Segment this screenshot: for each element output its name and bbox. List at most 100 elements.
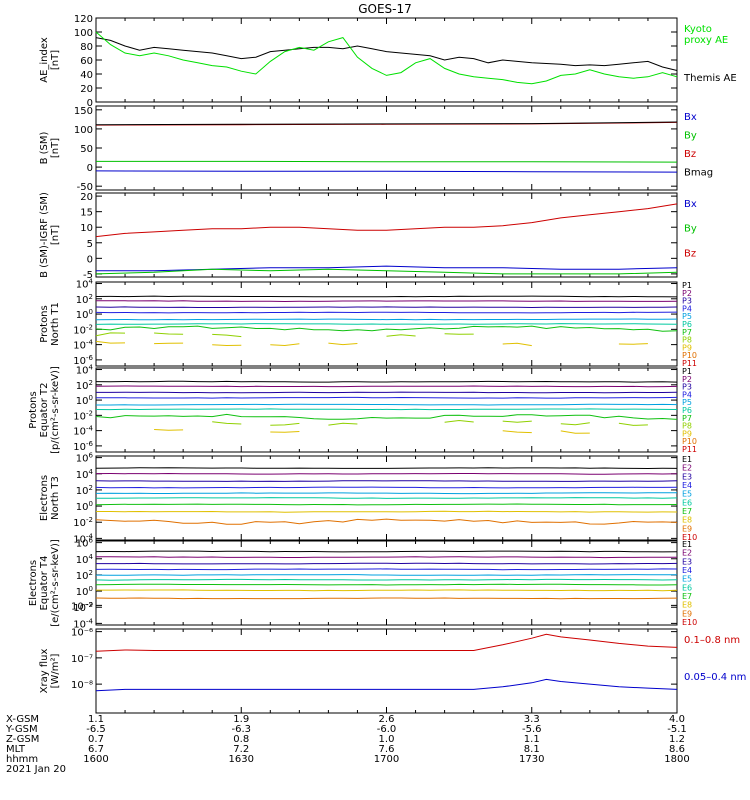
x-axis-value: -5.6 [522,724,542,735]
legend-entry: E6 [682,583,692,592]
channel-segment [618,422,648,426]
legend-entry: P4 [682,390,692,399]
x-axis-row-label: MLT [6,744,26,755]
panel-3: 20 15 10 5 0 -5 B (SM)-IGRF (SM)[nT] Bx By Bz [39,192,697,281]
y-axis-label: ElectronsEquator T4[e/(cm²-s-sr-keV)] [28,539,61,627]
y-tick-label: 10-4 [73,339,93,352]
y-tick-exponent: 4 [89,278,94,286]
y-axis-label: ElectronsNorth T3 [39,475,61,521]
x-axis-value: -6.3 [231,724,251,735]
channel-line [95,472,678,475]
x-axis-row-label: X-GSM [6,714,39,725]
channel-line [95,325,678,332]
channel-segment [502,420,532,423]
y-tick-label: -50 [77,182,93,193]
y-tick-label: 102 [76,379,93,392]
x-axis-row-label: Y-GSM [5,724,38,735]
x-axis-date: 2021 Jan 20 [6,764,66,775]
x-axis-row-label: Z-GSM [6,734,39,745]
y-tick-label: 10-4 [73,425,93,438]
y-axis-label-line: Electrons [39,475,50,521]
x-axis-value: 1.1 [524,734,540,745]
y-tick-label: 106 [76,452,94,465]
y-axis-label: B (SM)[nT] [39,131,61,164]
y-tick-label: 40 [80,70,93,81]
y-tick-exponent: -4 [86,339,94,347]
y-tick-label: -5 [83,270,93,281]
channel-line [95,583,678,586]
x-axis-value: 1800 [664,754,689,765]
channel-segment [212,333,242,338]
legend-entry: E2 [682,464,692,473]
channel-line [95,486,678,489]
legend-entry-line: By [684,131,697,142]
channel-segment [212,344,242,347]
legend-entry-line: Bz [684,149,696,160]
channel-line [95,306,678,309]
legend-entry: Bz [684,248,696,259]
x-axis-value: 1630 [229,754,254,765]
y-tick-label: 100 [76,394,93,407]
y-axis-label-line: [nT] [50,138,61,158]
legend-entry: E2 [682,549,692,558]
y-tick-label: 100 [74,28,93,39]
legend-entry: P6 [682,406,692,415]
y-axis-label-line: [nT] [50,225,61,245]
y-tick-label: 60 [80,56,93,67]
legend-entry: By [684,224,697,235]
legend-entry: 0.05–0.4 nm [684,672,746,683]
x-axis-value: 1.9 [233,714,249,725]
legend-entry: P3 [682,297,692,306]
legend-entry: E8 [682,601,692,610]
y-tick-label: 10⁻⁶ [71,628,93,639]
y-tick-label: 20 [80,84,93,95]
channel-line [96,403,678,406]
y-tick-exponent: -6 [86,354,94,362]
y-tick-label: 104 [76,468,94,481]
y-tick-label: 10⁻⁷ [71,654,93,665]
channel-segment [560,422,590,426]
y-tick-exponent: -6 [86,440,94,448]
legend-entry: Kyoto proxy AE [684,24,728,46]
channel-line [95,467,678,470]
channel-segment [154,342,184,345]
y-axis-label-line: B (SM)-IGRF (SM) [39,192,50,278]
y-tick-label: 10-2 [73,409,93,422]
legend-entry: P8 [682,336,692,345]
legend-entry: E9 [682,609,692,618]
x-axis-value: -6.5 [86,724,106,735]
series-line [96,160,678,163]
y-tick-label: 102 [76,293,93,306]
channel-segment [444,333,474,335]
legend-entry-line: proxy AE [684,35,728,46]
legend-entry: Bx [684,199,697,210]
y-tick-label: 150 [74,106,93,117]
y-tick-label: 5 [87,239,93,250]
y-axis-label-line: AE_index [39,37,50,83]
y-axis-label: ProtonsNorth T1 [39,302,61,346]
channel-line [95,295,678,298]
channel-line [95,518,678,525]
legend-entry: P3 [682,383,692,392]
y-tick-label: 0 [87,163,93,174]
series-line [95,203,678,238]
channel-segment [270,422,300,426]
legend-entry: Bx [684,112,697,123]
channel-line [95,380,678,383]
x-axis-value: 1730 [519,754,544,765]
x-axis-value: 1.2 [669,734,685,745]
y-tick-label: 15 [80,208,93,219]
channel-line [96,510,678,513]
x-axis-value: 8.6 [669,744,685,755]
y-tick-label: 100 [76,585,93,598]
y-tick-label: 120 [74,14,93,25]
legend-entry-line: Bz [684,248,696,259]
x-axis-value: -6.0 [377,724,397,735]
legend-entry: Bmag [684,168,713,179]
channel-line [96,589,678,592]
y-tick-exponent: 0 [89,394,93,402]
y-axis-label-line: Equator T2 [39,383,50,438]
panel-frame [95,628,678,714]
channel-line [95,568,678,571]
